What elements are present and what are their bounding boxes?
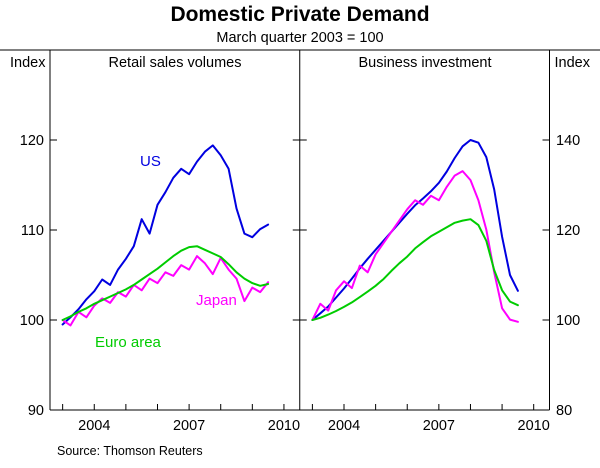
series-label-euro-area: Euro area [95,334,161,351]
left-axis-title: Index [10,55,46,71]
y-tick-label: 80 [556,403,572,419]
source-note: Source: Thomson Reuters [57,444,203,458]
y-tick-label: 100 [556,313,580,329]
y-tick-label: 100 [20,313,44,329]
panel-title-retail-sales: Retail sales volumes [108,55,242,71]
x-tick-label: 2004 [78,418,110,434]
chart-title: Domestic Private Demand [170,3,430,26]
series-line-japan [311,170,519,323]
series-line-us [311,139,519,321]
series-line-euro-area [61,245,270,321]
x-tick-label: 2007 [423,418,455,434]
x-tick-label: 2010 [268,418,300,434]
y-tick-label: 120 [556,223,580,239]
y-tick-label: 90 [28,403,44,419]
x-tick-label: 2010 [518,418,550,434]
series-line-euro-area [311,218,519,321]
y-tick-label: 120 [20,133,44,149]
series-line-us [61,144,270,326]
series-label-us: US [140,153,161,170]
chart-subtitle: March quarter 2003 = 100 [216,30,384,46]
y-tick-label: 140 [556,133,580,149]
x-tick-label: 2007 [173,418,205,434]
right-axis-title: Index [554,55,590,71]
x-tick-label: 2004 [328,418,360,434]
y-tick-label: 110 [21,223,44,239]
series-label-japan: Japan [196,292,237,309]
panel-title-business-investment: Business investment [358,55,492,71]
